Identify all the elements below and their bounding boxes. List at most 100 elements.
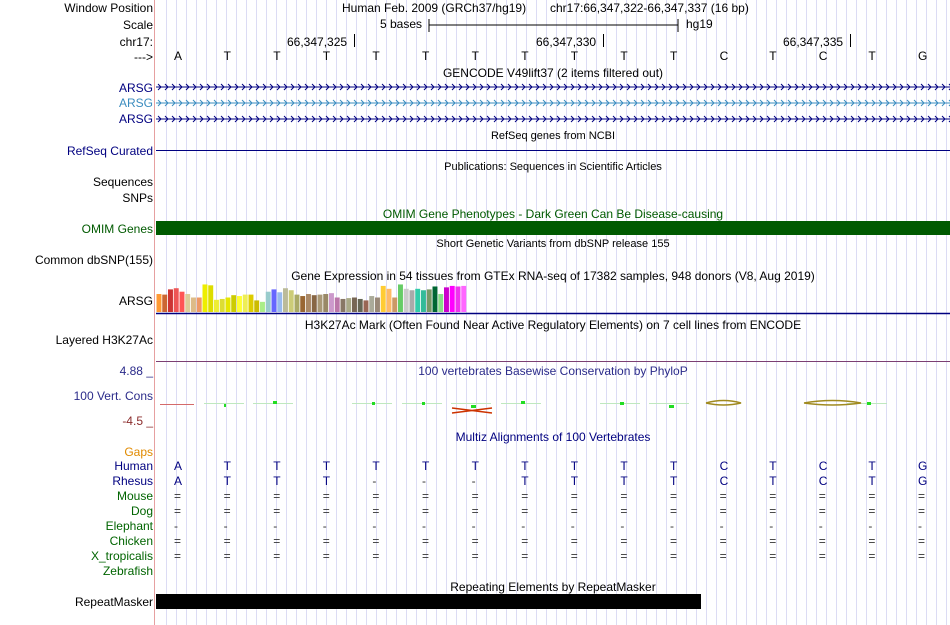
strand-arrow xyxy=(605,99,610,107)
phylop-positive-mark xyxy=(224,404,226,407)
gtex-tissue-bar xyxy=(208,285,214,312)
strand-arrow xyxy=(332,83,337,91)
gtex-tissue-bar xyxy=(398,284,403,312)
multiz-species-label[interactable]: Human xyxy=(114,459,153,473)
multiz-species-label[interactable]: Dog xyxy=(130,504,153,518)
gencode-gene-label-2[interactable]: ARSG xyxy=(118,96,153,110)
tick-mark-3 xyxy=(850,34,851,47)
strand-arrow xyxy=(178,115,183,123)
multiz-base: T xyxy=(322,474,331,488)
strand-arrow xyxy=(556,115,561,123)
multiz-species-label[interactable]: Mouse xyxy=(116,489,153,503)
multiz-species-label[interactable]: Chicken xyxy=(109,534,153,548)
publications-snps-label[interactable]: SNPs xyxy=(122,191,153,205)
strand-arrow xyxy=(787,83,792,91)
strand-arrow xyxy=(227,115,232,123)
strand-arrow xyxy=(570,115,575,123)
multiz-base: = xyxy=(521,549,529,563)
phylop-min-label: -4.5 _ xyxy=(122,414,153,428)
strand-arrow xyxy=(521,115,526,123)
multiz-base: = xyxy=(818,534,826,548)
multiz-base: - xyxy=(918,519,922,533)
strand-arrow xyxy=(682,83,687,91)
publications-sequences-label[interactable]: Sequences xyxy=(92,175,153,189)
multiz-base: = xyxy=(620,534,628,548)
multiz-base: = xyxy=(769,534,777,548)
multiz-base: = xyxy=(719,549,727,563)
multiz-base: C xyxy=(818,474,828,488)
multiz-base: A xyxy=(174,474,183,488)
multiz-base: - xyxy=(868,519,873,533)
phylop-signal[interactable] xyxy=(156,396,950,418)
strand-arrow xyxy=(724,99,729,107)
strand-arrow xyxy=(920,115,925,123)
repeatmasker-feature-bar[interactable] xyxy=(156,594,701,609)
refseq-track-label[interactable]: RefSeq Curated xyxy=(66,144,153,158)
multiz-species-label[interactable]: Zebrafish xyxy=(102,564,153,578)
strand-arrow xyxy=(654,83,659,91)
publications-track-title: Publications: Sequences in Scientific Ar… xyxy=(444,161,662,173)
repeatmasker-track-label[interactable]: RepeatMasker xyxy=(74,595,153,609)
strand-arrow xyxy=(598,99,603,107)
gtex-tissue-bar xyxy=(214,299,219,312)
strand-arrow xyxy=(276,99,281,107)
strand-arrow xyxy=(395,83,400,91)
multiz-base: T xyxy=(769,459,777,473)
omim-feature-bar[interactable] xyxy=(156,221,950,235)
gtex-expression-chart[interactable] xyxy=(156,283,950,315)
strand-arrow xyxy=(360,99,365,107)
multiz-base: = xyxy=(620,504,628,518)
multiz-base: = xyxy=(868,534,876,548)
multiz-base: T xyxy=(769,474,777,488)
gtex-tissue-bar xyxy=(455,286,461,312)
strand-arrow xyxy=(745,115,750,123)
dbsnp-track-label[interactable]: Common dbSNP(155) xyxy=(34,253,153,267)
multiz-base: - xyxy=(670,519,674,533)
gtex-track-label[interactable]: ARSG xyxy=(118,294,153,308)
gtex-tissue-bar xyxy=(311,295,317,312)
omim-track-label[interactable]: OMIM Genes xyxy=(81,222,153,236)
strand-arrow xyxy=(402,115,407,123)
strand-arrow xyxy=(864,115,869,123)
base-letter: T xyxy=(372,49,380,63)
strand-arrow xyxy=(304,115,309,123)
multiz-species-label[interactable]: X_tropicalis xyxy=(90,549,153,563)
window-position-label: Window Position xyxy=(64,1,153,15)
strand-arrow xyxy=(304,99,309,107)
strand-arrow xyxy=(626,99,631,107)
strand-arrow xyxy=(297,99,302,107)
strand-arrow xyxy=(451,83,456,91)
multiz-base: = xyxy=(670,489,678,503)
strand-arrow xyxy=(640,115,645,123)
multiz-base: T xyxy=(868,474,876,488)
strand-arrow xyxy=(374,83,379,91)
gtex-tissue-bar xyxy=(179,291,185,312)
multiz-base: = xyxy=(868,549,876,563)
multiz-species-label[interactable]: Elephant xyxy=(105,519,153,533)
refseq-gene-line[interactable] xyxy=(156,150,950,151)
gencode-gene-label-3[interactable]: ARSG xyxy=(118,112,153,126)
multiz-species-label[interactable]: Rhesus xyxy=(112,474,153,488)
strand-arrow xyxy=(262,83,267,91)
gencode-gene-features[interactable] xyxy=(156,82,950,126)
multiz-base: - xyxy=(174,519,178,533)
strand-arrow xyxy=(836,99,841,107)
multiz-base: = xyxy=(422,534,430,548)
h3k27ac-track-label[interactable]: Layered H3K27Ac xyxy=(55,333,153,347)
strand-arrow xyxy=(801,83,806,91)
strand-arrow xyxy=(542,83,547,91)
tick-label-2: 66,347,330 xyxy=(536,35,597,49)
strand-arrow xyxy=(514,115,519,123)
strand-arrow xyxy=(836,115,841,123)
gtex-tissue-bar xyxy=(346,298,352,312)
strand-arrow xyxy=(297,115,302,123)
gtex-tissue-bar xyxy=(196,297,202,312)
strand-arrow xyxy=(157,83,162,91)
strand-arrow xyxy=(493,115,498,123)
strand-arrow xyxy=(801,99,806,107)
multiz-base: - xyxy=(521,519,526,533)
strand-arrow xyxy=(514,83,519,91)
gencode-gene-label-1[interactable]: ARSG xyxy=(118,81,153,95)
phylop-track-label[interactable]: 100 Vert. Cons xyxy=(73,389,153,403)
base-letter: A xyxy=(174,49,183,63)
